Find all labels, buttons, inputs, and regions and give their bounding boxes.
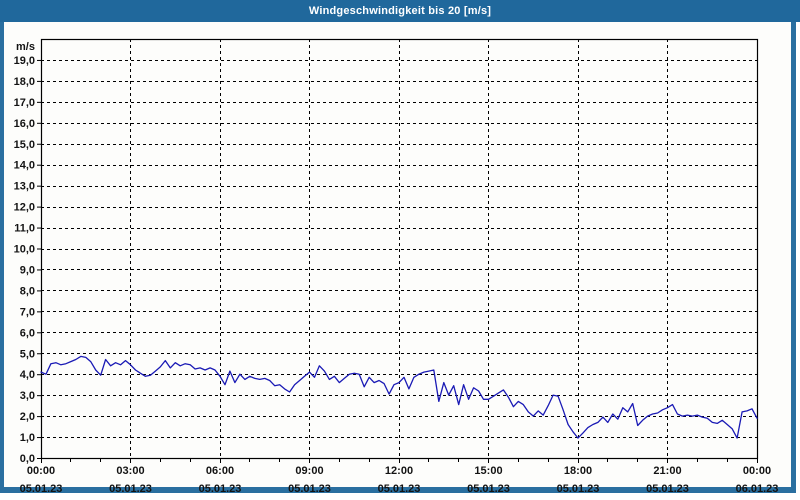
x-tick-date-label: 05.01.23: [199, 483, 242, 495]
x-tick-time-label: 00:00: [27, 465, 55, 477]
x-tick-date-label: 05.01.23: [646, 483, 689, 495]
chart-panel-frame: [0, 22, 796, 493]
y-tick-label: 17,0: [14, 97, 35, 109]
y-tick-label: 16,0: [14, 118, 35, 130]
y-tick-label: 13,0: [14, 181, 35, 193]
y-tick-label: 0,0: [20, 453, 35, 465]
x-tick-date-label: 05.01.23: [467, 483, 510, 495]
y-tick-label: 5,0: [20, 348, 35, 360]
y-tick-label: 11,0: [14, 223, 35, 235]
axis-labels: 0,0 1,0 2,0 3,0 4,0 5,0 6,0 7,0 8,0 9,0 10,0 11,0 12…: [14, 41, 779, 495]
y-tick-label: 9,0: [20, 264, 35, 276]
y-tick-label: 19,0: [14, 55, 35, 67]
window-title-bar: Windgeschwindigkeit bis 20 [m/s]: [0, 0, 800, 22]
y-tick-label: 10,0: [14, 244, 35, 256]
y-tick-label: 4,0: [20, 369, 35, 381]
x-tick-time-label: 03:00: [116, 465, 144, 477]
x-tick-time-label: 18:00: [564, 465, 592, 477]
x-tick-date-label: 05.01.23: [557, 483, 600, 495]
x-tick-time-label: 06:00: [206, 465, 234, 477]
x-tick-time-label: 12:00: [385, 465, 413, 477]
y-tick-label: 6,0: [20, 327, 35, 339]
gridlines: [41, 39, 757, 458]
y-tick-label: 1,0: [20, 432, 35, 444]
x-tick-date-label: 05.01.23: [109, 483, 152, 495]
plot-border: [40, 38, 759, 460]
x-tick-time-label: 21:00: [653, 465, 681, 477]
y-tick-label: 3,0: [20, 390, 35, 402]
y-tick-label: 18,0: [14, 76, 35, 88]
y-axis-unit-label: m/s: [16, 41, 35, 53]
x-tick-time-label: 15:00: [474, 465, 502, 477]
axis-ticks: [37, 59, 758, 463]
x-tick-date-label: 05.01.23: [20, 483, 63, 495]
window-title: Windgeschwindigkeit bis 20 [m/s]: [308, 5, 492, 17]
wind-speed-line-chart: 0,0 1,0 2,0 3,0 4,0 5,0 6,0 7,0 8,0 9,0 10,0 11,0 12…: [14, 38, 779, 495]
y-tick-label: 8,0: [20, 285, 35, 297]
y-tick-label: 7,0: [20, 306, 35, 318]
x-tick-time-label: 09:00: [295, 465, 323, 477]
x-tick-date-label: 05.01.23: [378, 483, 421, 495]
y-tick-label: 14,0: [14, 160, 35, 172]
x-tick-time-label: 00:00: [743, 465, 771, 477]
y-tick-label: 15,0: [14, 139, 35, 151]
y-tick-label: 2,0: [20, 411, 35, 423]
x-tick-date-label: 06.01.23: [736, 483, 779, 495]
wind-speed-line: [40, 355, 758, 439]
y-tick-label: 12,0: [14, 202, 35, 214]
x-tick-date-label: 05.01.23: [288, 483, 331, 495]
